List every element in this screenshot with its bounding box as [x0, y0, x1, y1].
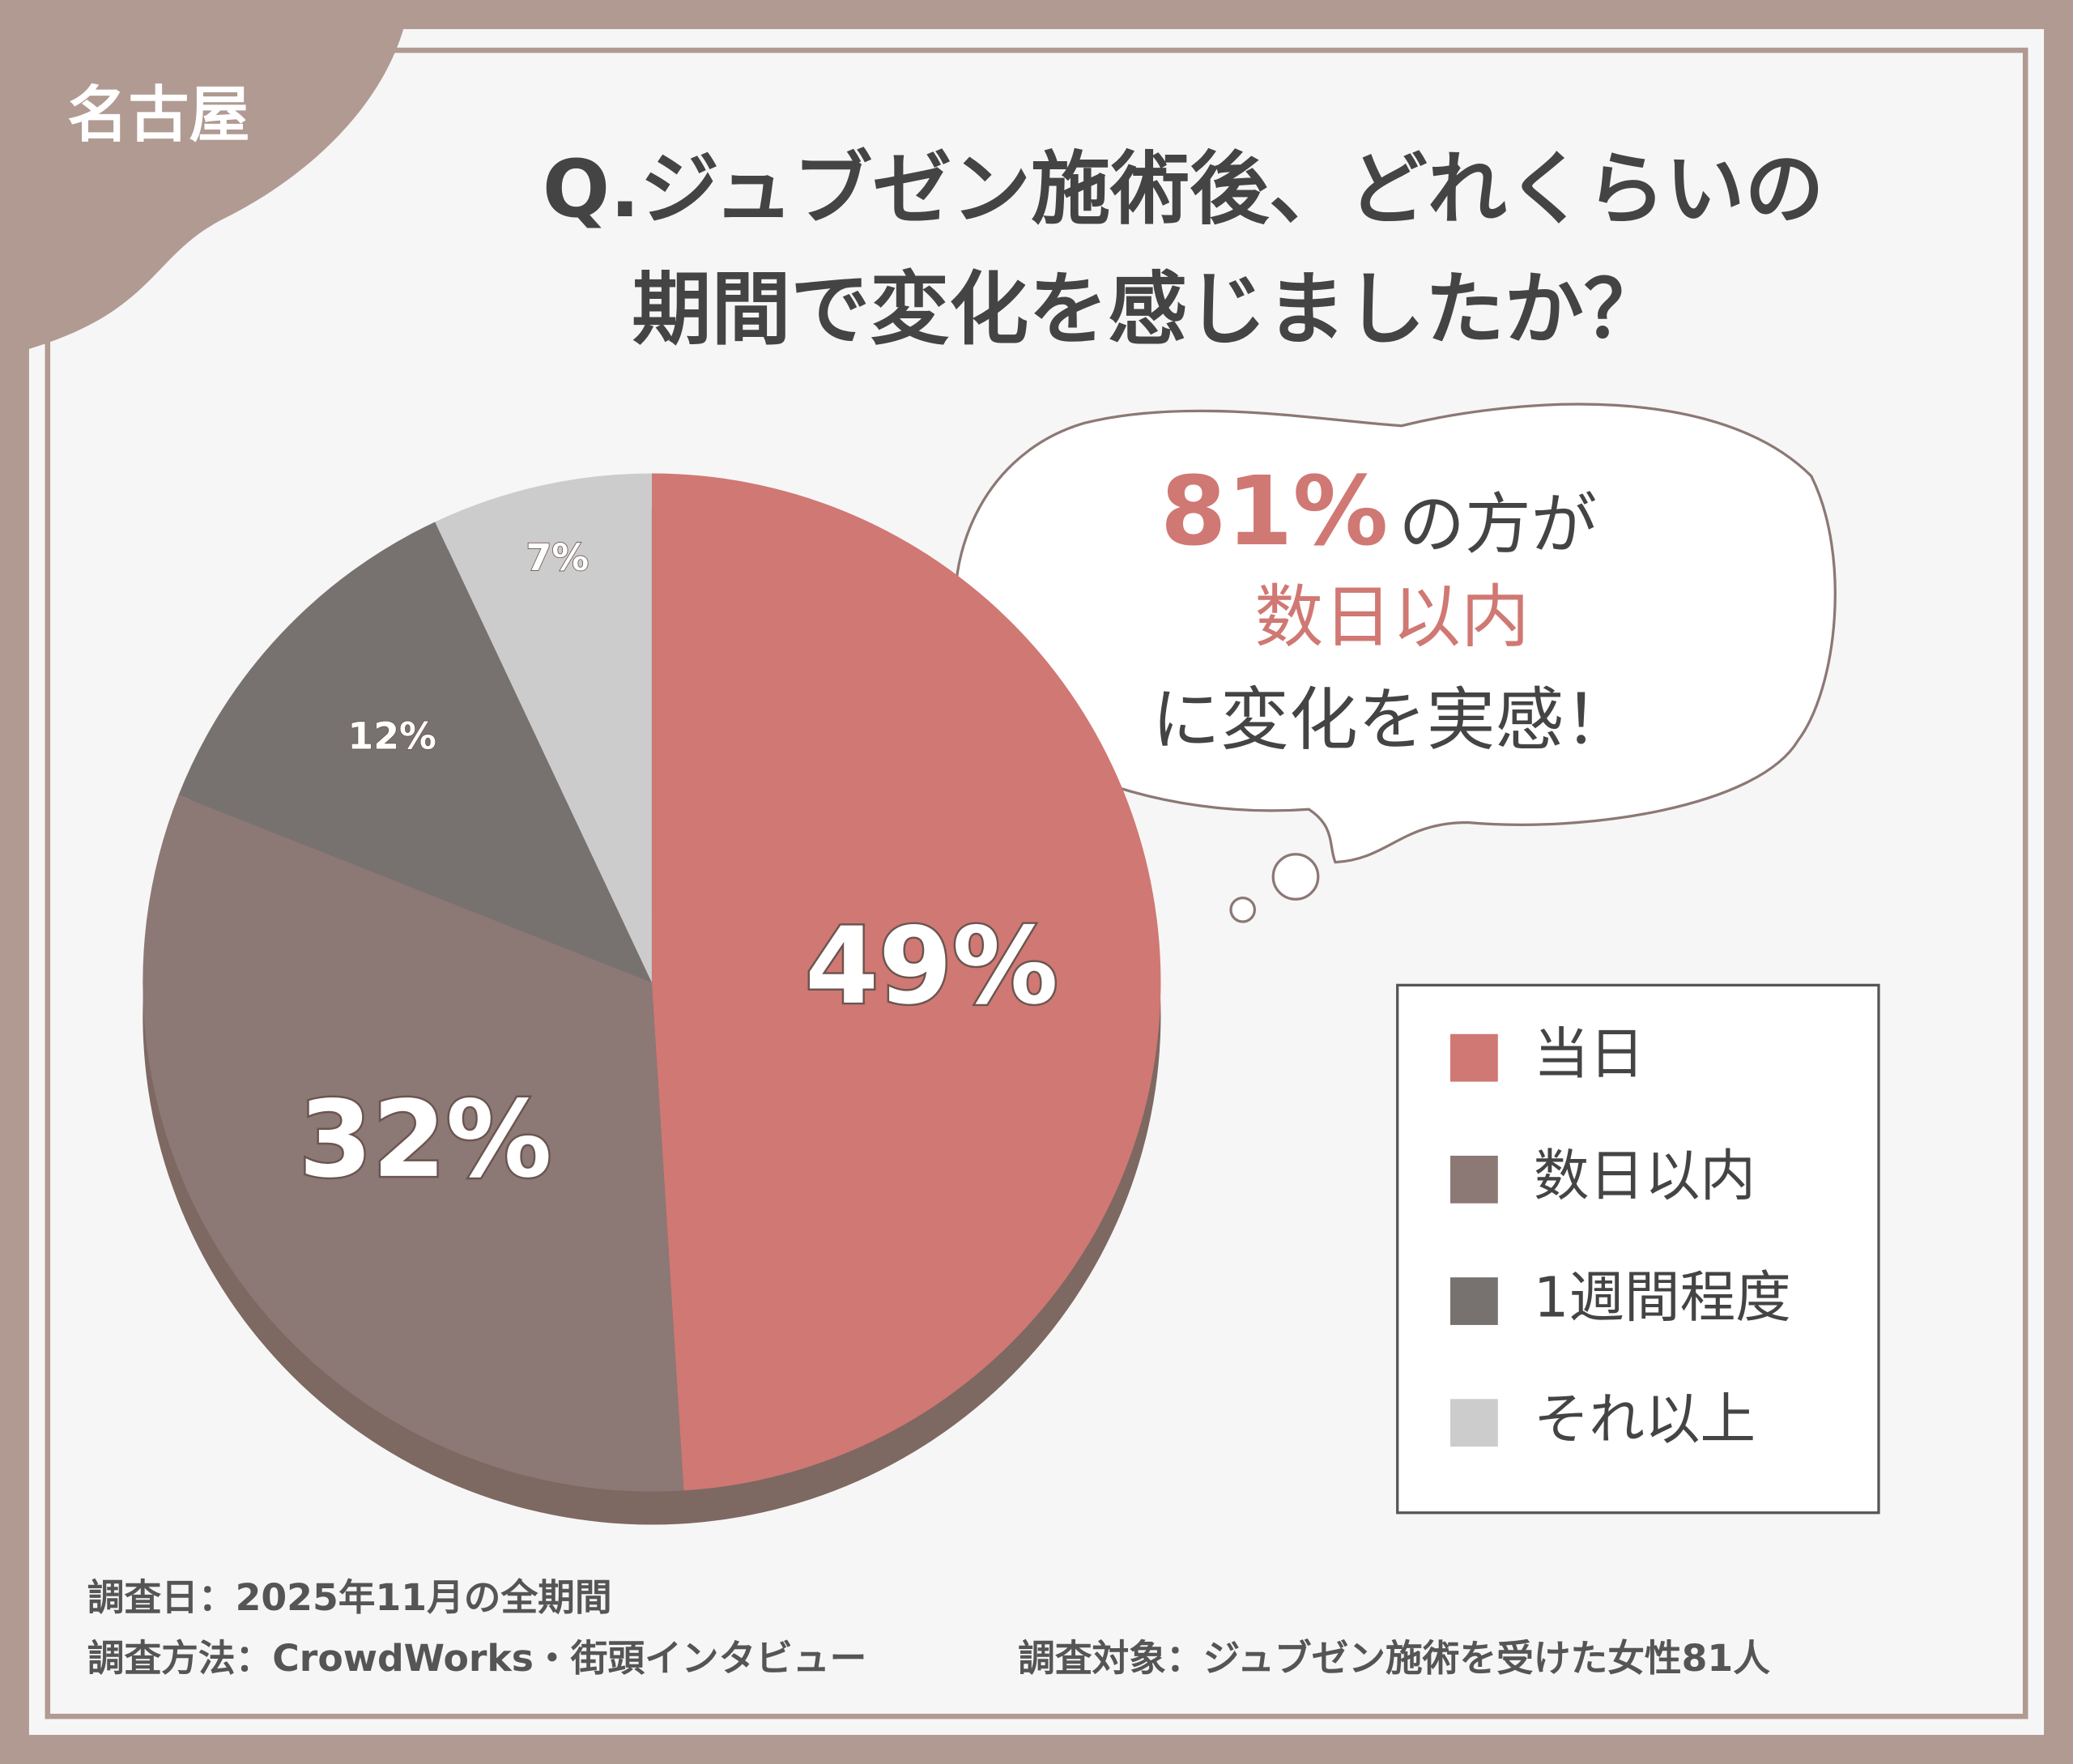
legend-label: 数日以内 — [1534, 1144, 1756, 1208]
annotation-highlight: 数日以内 — [1254, 577, 1530, 658]
bubble-dot — [1271, 853, 1320, 901]
inner-border — [45, 47, 2028, 1719]
legend-label: 当日 — [1534, 1022, 1645, 1087]
annotation-text: に変化を実感！ — [1151, 680, 1632, 761]
pie-slice — [178, 522, 652, 983]
slice-label: 32% — [299, 1078, 552, 1201]
legend-swatch — [1450, 1399, 1498, 1447]
tag: 名古屋 — [67, 79, 249, 150]
legend-swatch — [1450, 1277, 1498, 1325]
pie-slice — [435, 473, 652, 983]
legend-label: 1週間程度 — [1534, 1266, 1791, 1331]
slice-label: 49% — [805, 905, 1058, 1028]
bubble-dot — [1229, 896, 1257, 923]
pie-slice — [651, 473, 1161, 1491]
slice-label: 12% — [347, 714, 436, 757]
annotation-text: の方が — [1398, 487, 1597, 564]
legend-label: それ以上 — [1534, 1387, 1756, 1452]
pie: 49% 32% 12% 7% — [143, 473, 1161, 1492]
footnote: 調査方法：CrowdWorks・街頭インタビュー — [87, 1637, 867, 1680]
slice-label: 7% — [526, 536, 590, 579]
footnote: 調査対象：ジュブゼン施術を受けた女性81人 — [1018, 1637, 1770, 1680]
tag-shape — [0, 0, 411, 357]
footnote: 調査日：2025年11月の全期間 — [87, 1576, 612, 1619]
title-line: Q.ジュブゼン施術後、どれくらいの — [543, 143, 1824, 236]
annotation-highlight: 81% — [1160, 456, 1388, 567]
title-line: 期間で変化を感じましたか？ — [632, 263, 1663, 356]
legend-swatch — [1450, 1155, 1498, 1204]
legend-swatch — [1450, 1033, 1498, 1082]
pie-slice — [143, 795, 684, 1492]
